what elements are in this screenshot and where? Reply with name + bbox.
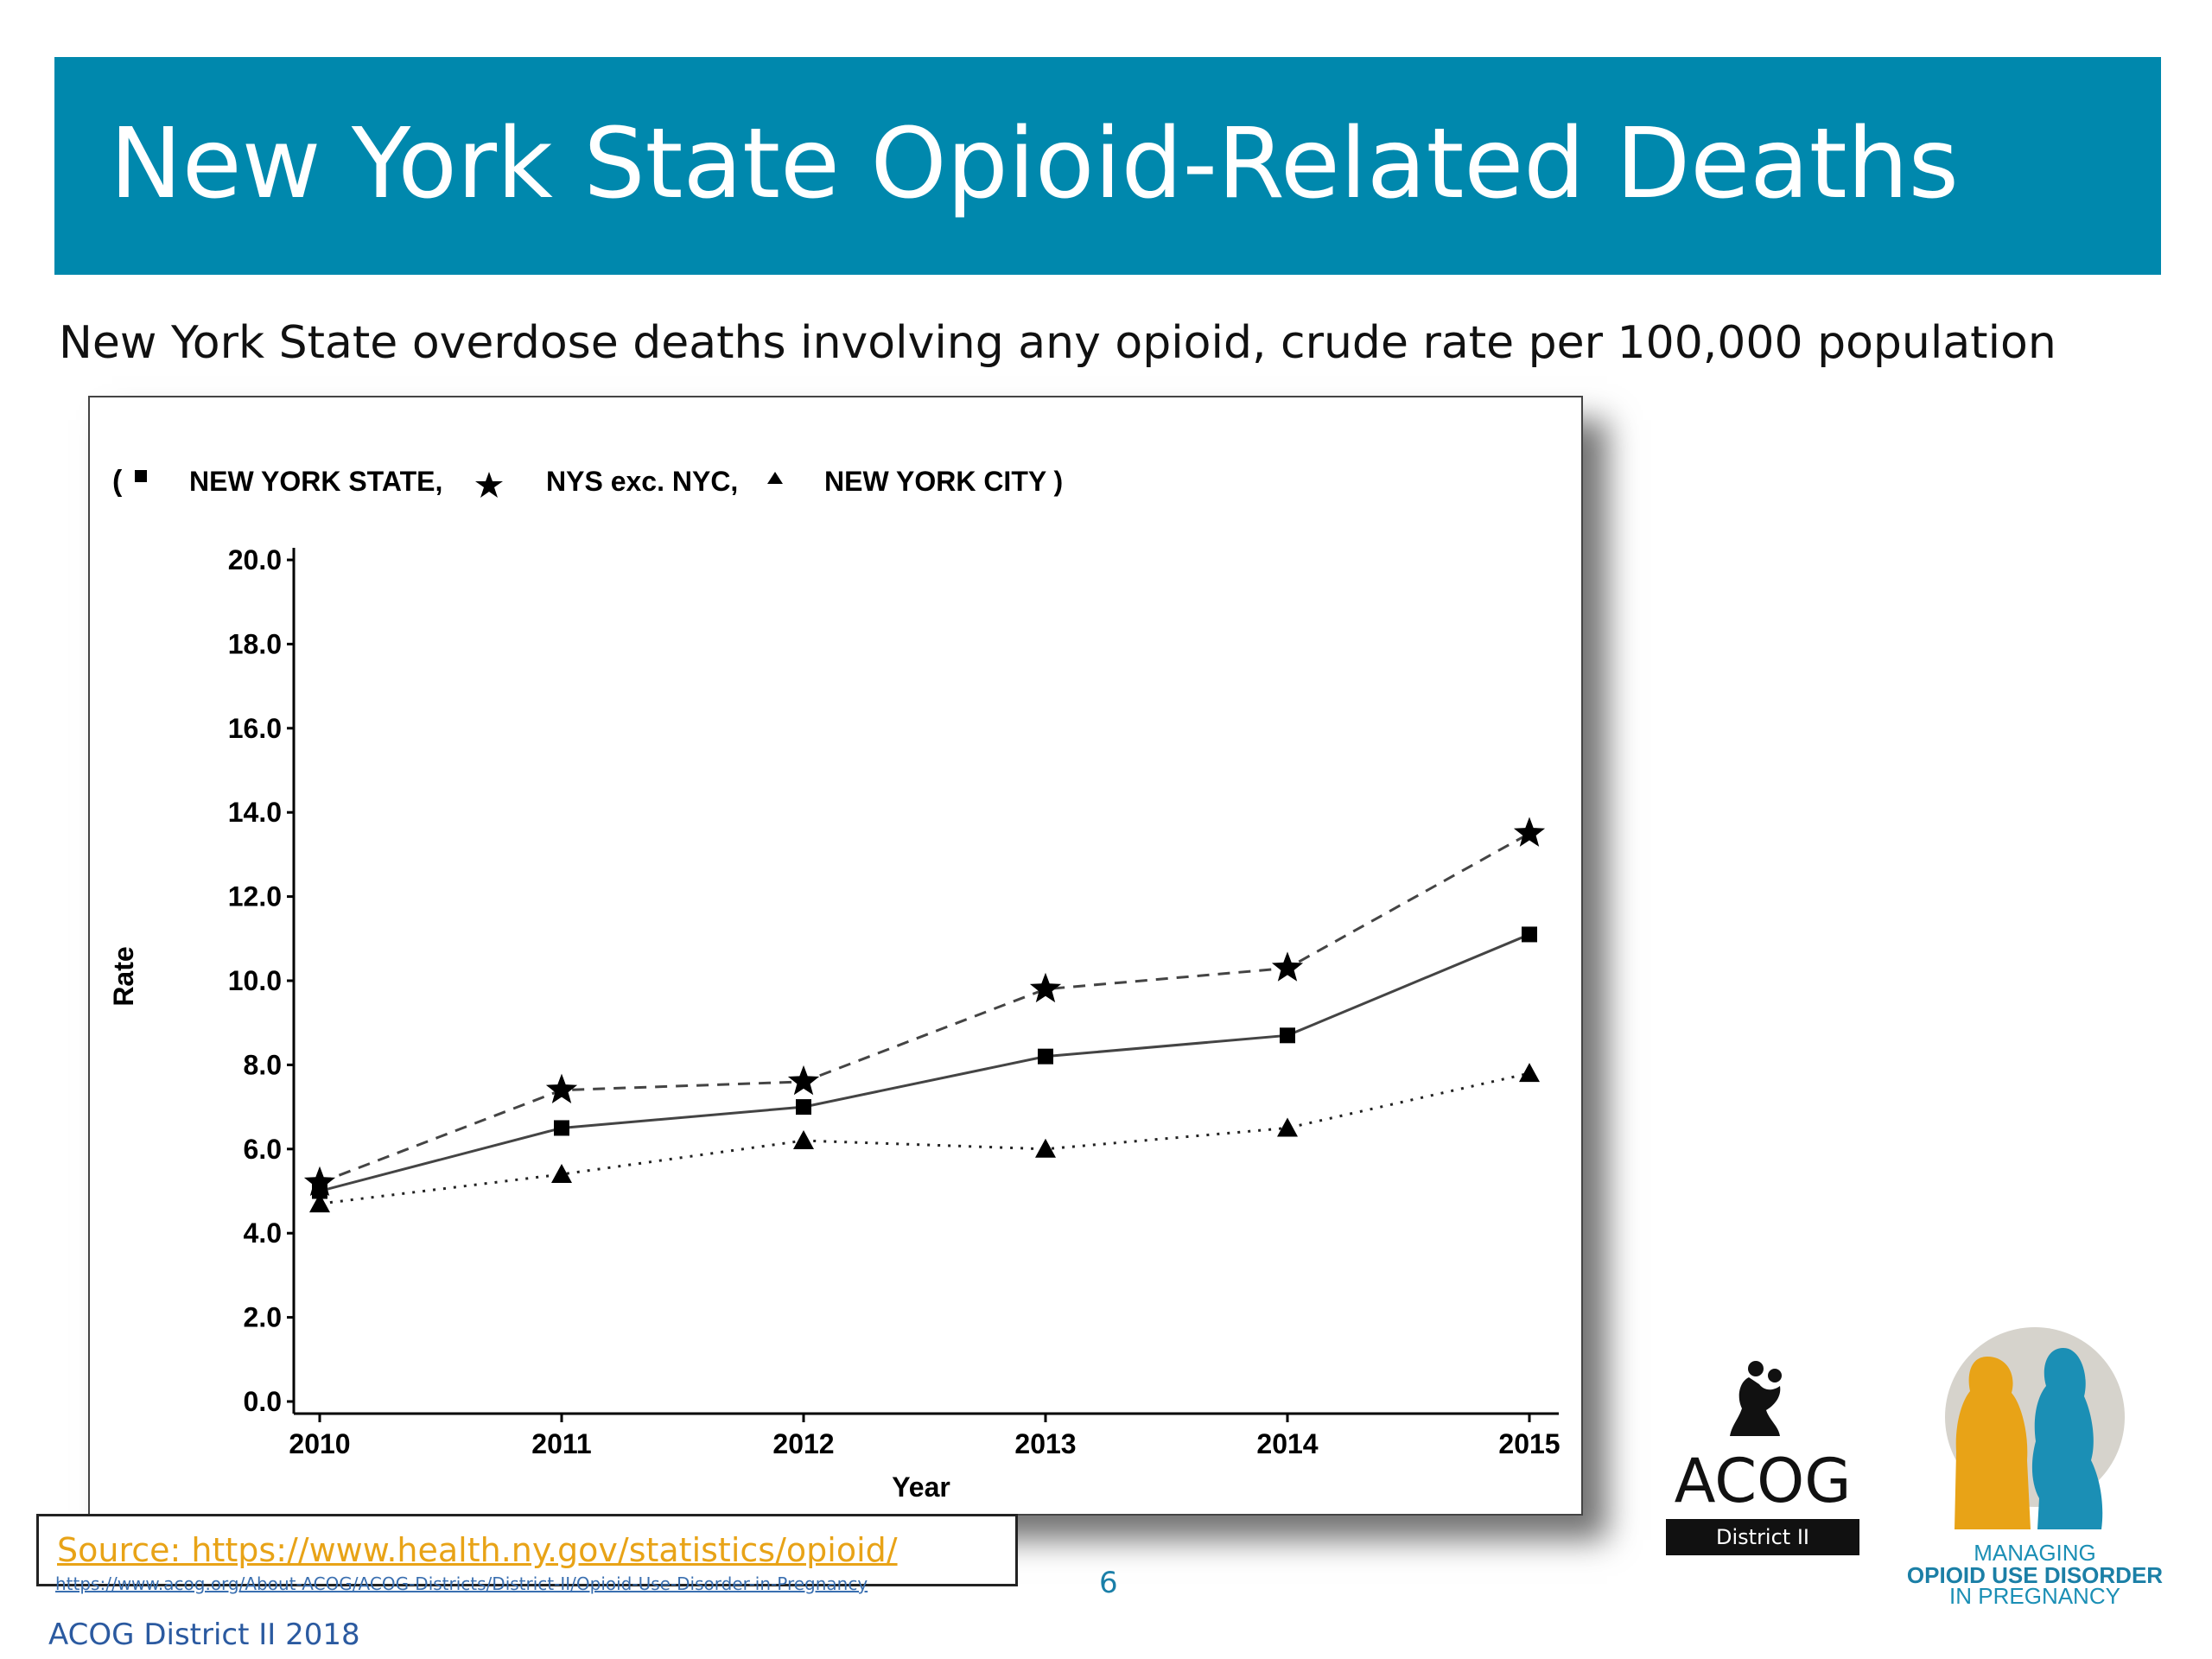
x-tick-label: 2015 bbox=[1498, 1428, 1560, 1459]
x-tick-label: 2014 bbox=[1256, 1428, 1318, 1459]
logo-text-managing: MANAGING bbox=[1974, 1540, 2096, 1566]
x-tick-label: 2010 bbox=[289, 1428, 350, 1459]
line-chart: ( NEW YORK STATE, NYS exc. NYC, NEW YORK… bbox=[108, 465, 1560, 1503]
y-tick-label: 0.0 bbox=[244, 1386, 282, 1417]
acog-url-link[interactable]: https://www.acog.org/About-ACOG/ACOG-Dis… bbox=[55, 1573, 868, 1594]
data-point-square bbox=[554, 1120, 569, 1136]
data-point-square bbox=[1280, 1027, 1295, 1044]
logo-text-pregnancy: IN PREGNANCY bbox=[1949, 1583, 2120, 1607]
y-tick-label: 20.0 bbox=[228, 544, 282, 575]
legend-open-paren: ( bbox=[112, 465, 123, 498]
managing-oud-pregnancy-logo: MANAGING OPIOID USE DISORDER IN PREGNANC… bbox=[1907, 1327, 2163, 1607]
slide-title: New York State Opioid-Related Deaths bbox=[110, 108, 1960, 220]
y-tick-label: 18.0 bbox=[228, 628, 282, 659]
data-point-triangle bbox=[1277, 1117, 1298, 1137]
y-tick-label: 2.0 bbox=[244, 1302, 282, 1333]
data-point-star bbox=[1029, 972, 1062, 1003]
data-point-triangle bbox=[309, 1193, 330, 1213]
legend-marker-star bbox=[475, 472, 503, 498]
y-tick-label: 16.0 bbox=[228, 713, 282, 744]
chart-legend: ( NEW YORK STATE, NYS exc. NYC, NEW YORK… bbox=[112, 465, 1063, 498]
acog-wordmark: ACOG bbox=[1675, 1446, 1852, 1516]
chart-markers bbox=[303, 817, 1546, 1213]
legend-label-new-york-city: NEW YORK CITY ) bbox=[824, 466, 1063, 497]
data-point-triangle bbox=[1519, 1063, 1540, 1083]
doctor-silhouette-icon bbox=[1955, 1357, 2031, 1529]
y-tick-label: 14.0 bbox=[228, 797, 282, 828]
data-point-star bbox=[1271, 951, 1304, 982]
chart-lines bbox=[319, 832, 1530, 1205]
series-line-2 bbox=[319, 1071, 1530, 1205]
acog-district-label: District II bbox=[1716, 1525, 1809, 1549]
data-point-star bbox=[545, 1073, 578, 1103]
acog-logo: ACOG District II bbox=[1666, 1361, 1859, 1555]
legend-label-nys-exc-nyc: NYS exc. NYC, bbox=[546, 466, 738, 497]
data-point-square bbox=[1038, 1048, 1053, 1065]
chart-axes: 0.0 2.0 4.0 6.0 8.0 10.0 12.0 14.0 16.0 18.0 20.0 2… bbox=[228, 544, 1560, 1459]
legend-marker-square bbox=[135, 470, 147, 482]
x-axis-label: Year bbox=[892, 1471, 950, 1503]
data-point-star bbox=[303, 1166, 336, 1197]
legend-marker-triangle bbox=[767, 472, 783, 484]
series-line-0 bbox=[319, 933, 1530, 1192]
acog-district-bar bbox=[1666, 1519, 1859, 1555]
logo-text-oud: OPIOID USE DISORDER bbox=[1907, 1562, 2163, 1588]
data-point-square bbox=[796, 1099, 811, 1116]
title-bar bbox=[54, 57, 2161, 275]
pregnant-woman-silhouette-icon bbox=[2031, 1348, 2103, 1529]
data-point-triangle bbox=[1035, 1138, 1056, 1158]
x-tick-label: 2011 bbox=[531, 1428, 591, 1459]
data-point-star bbox=[1513, 817, 1546, 847]
data-point-triangle bbox=[551, 1164, 572, 1184]
y-tick-label: 10.0 bbox=[228, 965, 282, 996]
y-tick-label: 8.0 bbox=[244, 1049, 282, 1080]
series-line-1 bbox=[319, 832, 1530, 1185]
data-point-star bbox=[787, 1065, 820, 1096]
page-number: 6 bbox=[1099, 1566, 1118, 1600]
data-point-triangle bbox=[793, 1130, 814, 1150]
source-link[interactable]: Source: https://www.health.ny.gov/statis… bbox=[57, 1531, 898, 1569]
data-point-square bbox=[1522, 926, 1537, 943]
footer-text: ACOG District II 2018 bbox=[48, 1618, 360, 1652]
y-tick-label: 4.0 bbox=[244, 1217, 282, 1249]
legend-label-new-york-state: NEW YORK STATE, bbox=[189, 466, 442, 497]
y-axis-label: Rate bbox=[108, 946, 139, 1006]
chart-frame: ( NEW YORK STATE, NYS exc. NYC, NEW YORK… bbox=[88, 396, 1583, 1516]
source-box bbox=[36, 1514, 1018, 1586]
x-tick-label: 2013 bbox=[1014, 1428, 1076, 1459]
mother-child-figure-icon bbox=[1730, 1361, 1782, 1436]
y-tick-label: 6.0 bbox=[244, 1134, 282, 1165]
y-tick-label: 12.0 bbox=[228, 881, 282, 912]
slide-subtitle: New York State overdose deaths involving… bbox=[59, 317, 2056, 369]
x-tick-label: 2012 bbox=[772, 1428, 834, 1459]
